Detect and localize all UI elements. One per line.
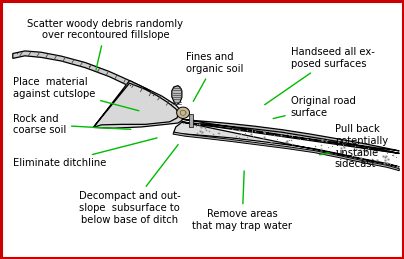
Text: Pull back
potentially
unstable
sidecast: Pull back potentially unstable sidecast bbox=[320, 124, 388, 169]
Text: Fines and
organic soil: Fines and organic soil bbox=[186, 52, 243, 101]
Polygon shape bbox=[174, 122, 399, 167]
Text: Handseed all ex-
posed surfaces: Handseed all ex- posed surfaces bbox=[265, 47, 375, 105]
Text: Remove areas
that may trap water: Remove areas that may trap water bbox=[192, 171, 292, 231]
Text: Scatter woody debris randomly
over recontoured fillslope: Scatter woody debris randomly over recon… bbox=[27, 19, 183, 70]
Text: Eliminate ditchline: Eliminate ditchline bbox=[13, 138, 157, 168]
Text: Decompact and out-
slope  subsurface to
below base of ditch: Decompact and out- slope subsurface to b… bbox=[79, 145, 181, 225]
Text: Original road
surface: Original road surface bbox=[273, 96, 356, 119]
Polygon shape bbox=[177, 107, 189, 118]
Polygon shape bbox=[189, 114, 193, 127]
Polygon shape bbox=[182, 119, 399, 154]
Polygon shape bbox=[173, 132, 399, 171]
Text: Rock and
coarse soil: Rock and coarse soil bbox=[13, 113, 131, 135]
Polygon shape bbox=[13, 51, 176, 108]
Polygon shape bbox=[172, 86, 182, 105]
Text: Place  material
against cutslope: Place material against cutslope bbox=[13, 77, 139, 111]
Polygon shape bbox=[93, 81, 184, 128]
